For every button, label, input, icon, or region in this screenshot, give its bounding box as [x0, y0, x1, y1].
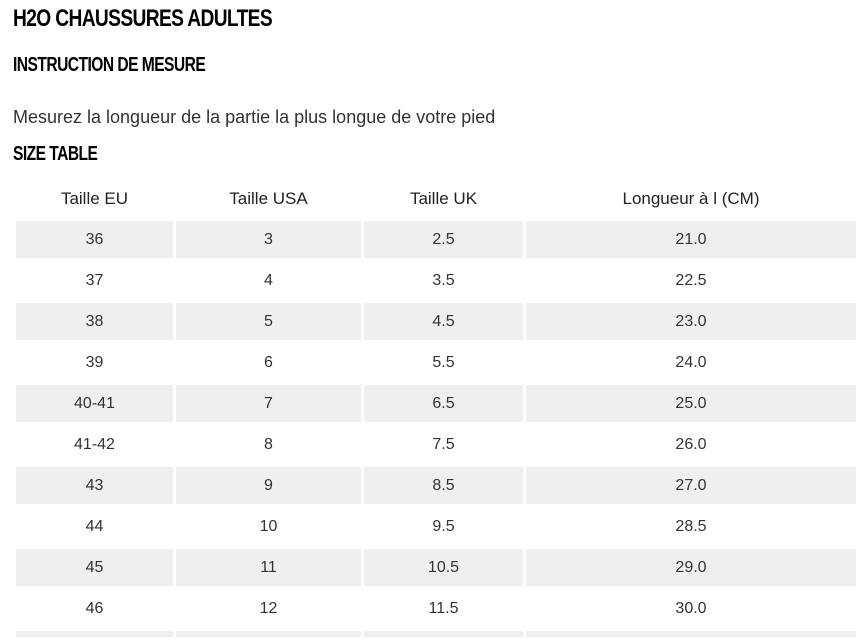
table-row-cutoff: [16, 631, 856, 637]
cell-usa: 12: [259, 599, 278, 617]
cell-uk: 9.5: [432, 517, 455, 535]
cell-eu: 36: [16, 221, 173, 258]
section-heading-size-table: SIZE TABLE: [13, 143, 98, 165]
cell-usa: 9: [176, 467, 361, 504]
cell-uk: 11.5: [428, 599, 459, 617]
cell-cutoff: [526, 631, 856, 637]
cell-length: 30.0: [675, 599, 707, 617]
cell-length: 26.0: [675, 435, 707, 453]
cell-uk: 10.5: [364, 549, 523, 586]
table-row: 41-42 8 7.5 26.0: [16, 426, 856, 463]
table-row: 46 12 11.5 30.0: [16, 590, 856, 627]
cell-uk: 3.5: [432, 271, 455, 289]
cell-uk: 8.5: [364, 467, 523, 504]
cell-length: 21.0: [526, 221, 856, 258]
column-header-uk: Taille UK: [409, 189, 478, 208]
column-header-length-cm: Longueur à l (CM): [622, 189, 760, 208]
cell-eu: 37: [85, 271, 104, 289]
cell-eu: 46: [85, 599, 104, 617]
table-row: 36 3 2.5 21.0: [16, 221, 856, 258]
cell-uk: 5.5: [432, 353, 455, 371]
cell-usa: 11: [176, 549, 361, 586]
cell-eu: 43: [16, 467, 173, 504]
instruction-text: Mesurez la longueur de la partie la plus…: [13, 107, 496, 127]
cell-eu: 41-42: [74, 435, 115, 453]
table-row: 45 11 10.5 29.0: [16, 549, 856, 586]
cell-usa: 7: [176, 385, 361, 422]
cell-length: 28.5: [675, 517, 707, 535]
table-row: 40-41 7 6.5 25.0: [16, 385, 856, 422]
cell-usa: 8: [264, 435, 273, 453]
cell-eu: 38: [16, 303, 173, 340]
cell-cutoff: [176, 631, 361, 637]
cell-cutoff: [16, 631, 173, 637]
column-header-eu: Taille EU: [60, 189, 129, 208]
table-row: 43 9 8.5 27.0: [16, 467, 856, 504]
table-row: 44 10 9.5 28.5: [16, 508, 856, 545]
size-table-header-row: Taille EU Taille USA Taille UK Longueur …: [16, 181, 856, 217]
table-row: 37 4 3.5 22.5: [16, 262, 856, 299]
cell-length: 24.0: [675, 353, 707, 371]
cell-length: 25.0: [526, 385, 856, 422]
table-row: 38 5 4.5 23.0: [16, 303, 856, 340]
cell-usa: 6: [264, 353, 273, 371]
cell-length: 27.0: [526, 467, 856, 504]
size-table: Taille EU Taille USA Taille UK Longueur …: [13, 177, 859, 641]
cell-length: 22.5: [675, 271, 707, 289]
page-title: H2O CHAUSSURES ADULTES: [13, 5, 273, 32]
cell-length: 23.0: [526, 303, 856, 340]
cell-usa: 3: [176, 221, 361, 258]
cell-eu: 44: [85, 517, 104, 535]
cell-uk: 4.5: [364, 303, 523, 340]
cell-eu: 39: [85, 353, 104, 371]
cell-uk: 6.5: [364, 385, 523, 422]
cell-usa: 4: [264, 271, 273, 289]
cell-usa: 5: [176, 303, 361, 340]
cell-uk: 2.5: [364, 221, 523, 258]
section-heading-instruction: INSTRUCTION DE MESURE: [13, 54, 206, 76]
cell-cutoff: [364, 631, 523, 637]
cell-length: 29.0: [526, 549, 856, 586]
cell-uk: 7.5: [432, 435, 455, 453]
cell-usa: 10: [259, 517, 278, 535]
column-header-usa: Taille USA: [229, 189, 308, 208]
cell-eu: 40-41: [16, 385, 173, 422]
table-row: 39 6 5.5 24.0: [16, 344, 856, 381]
cell-eu: 45: [16, 549, 173, 586]
